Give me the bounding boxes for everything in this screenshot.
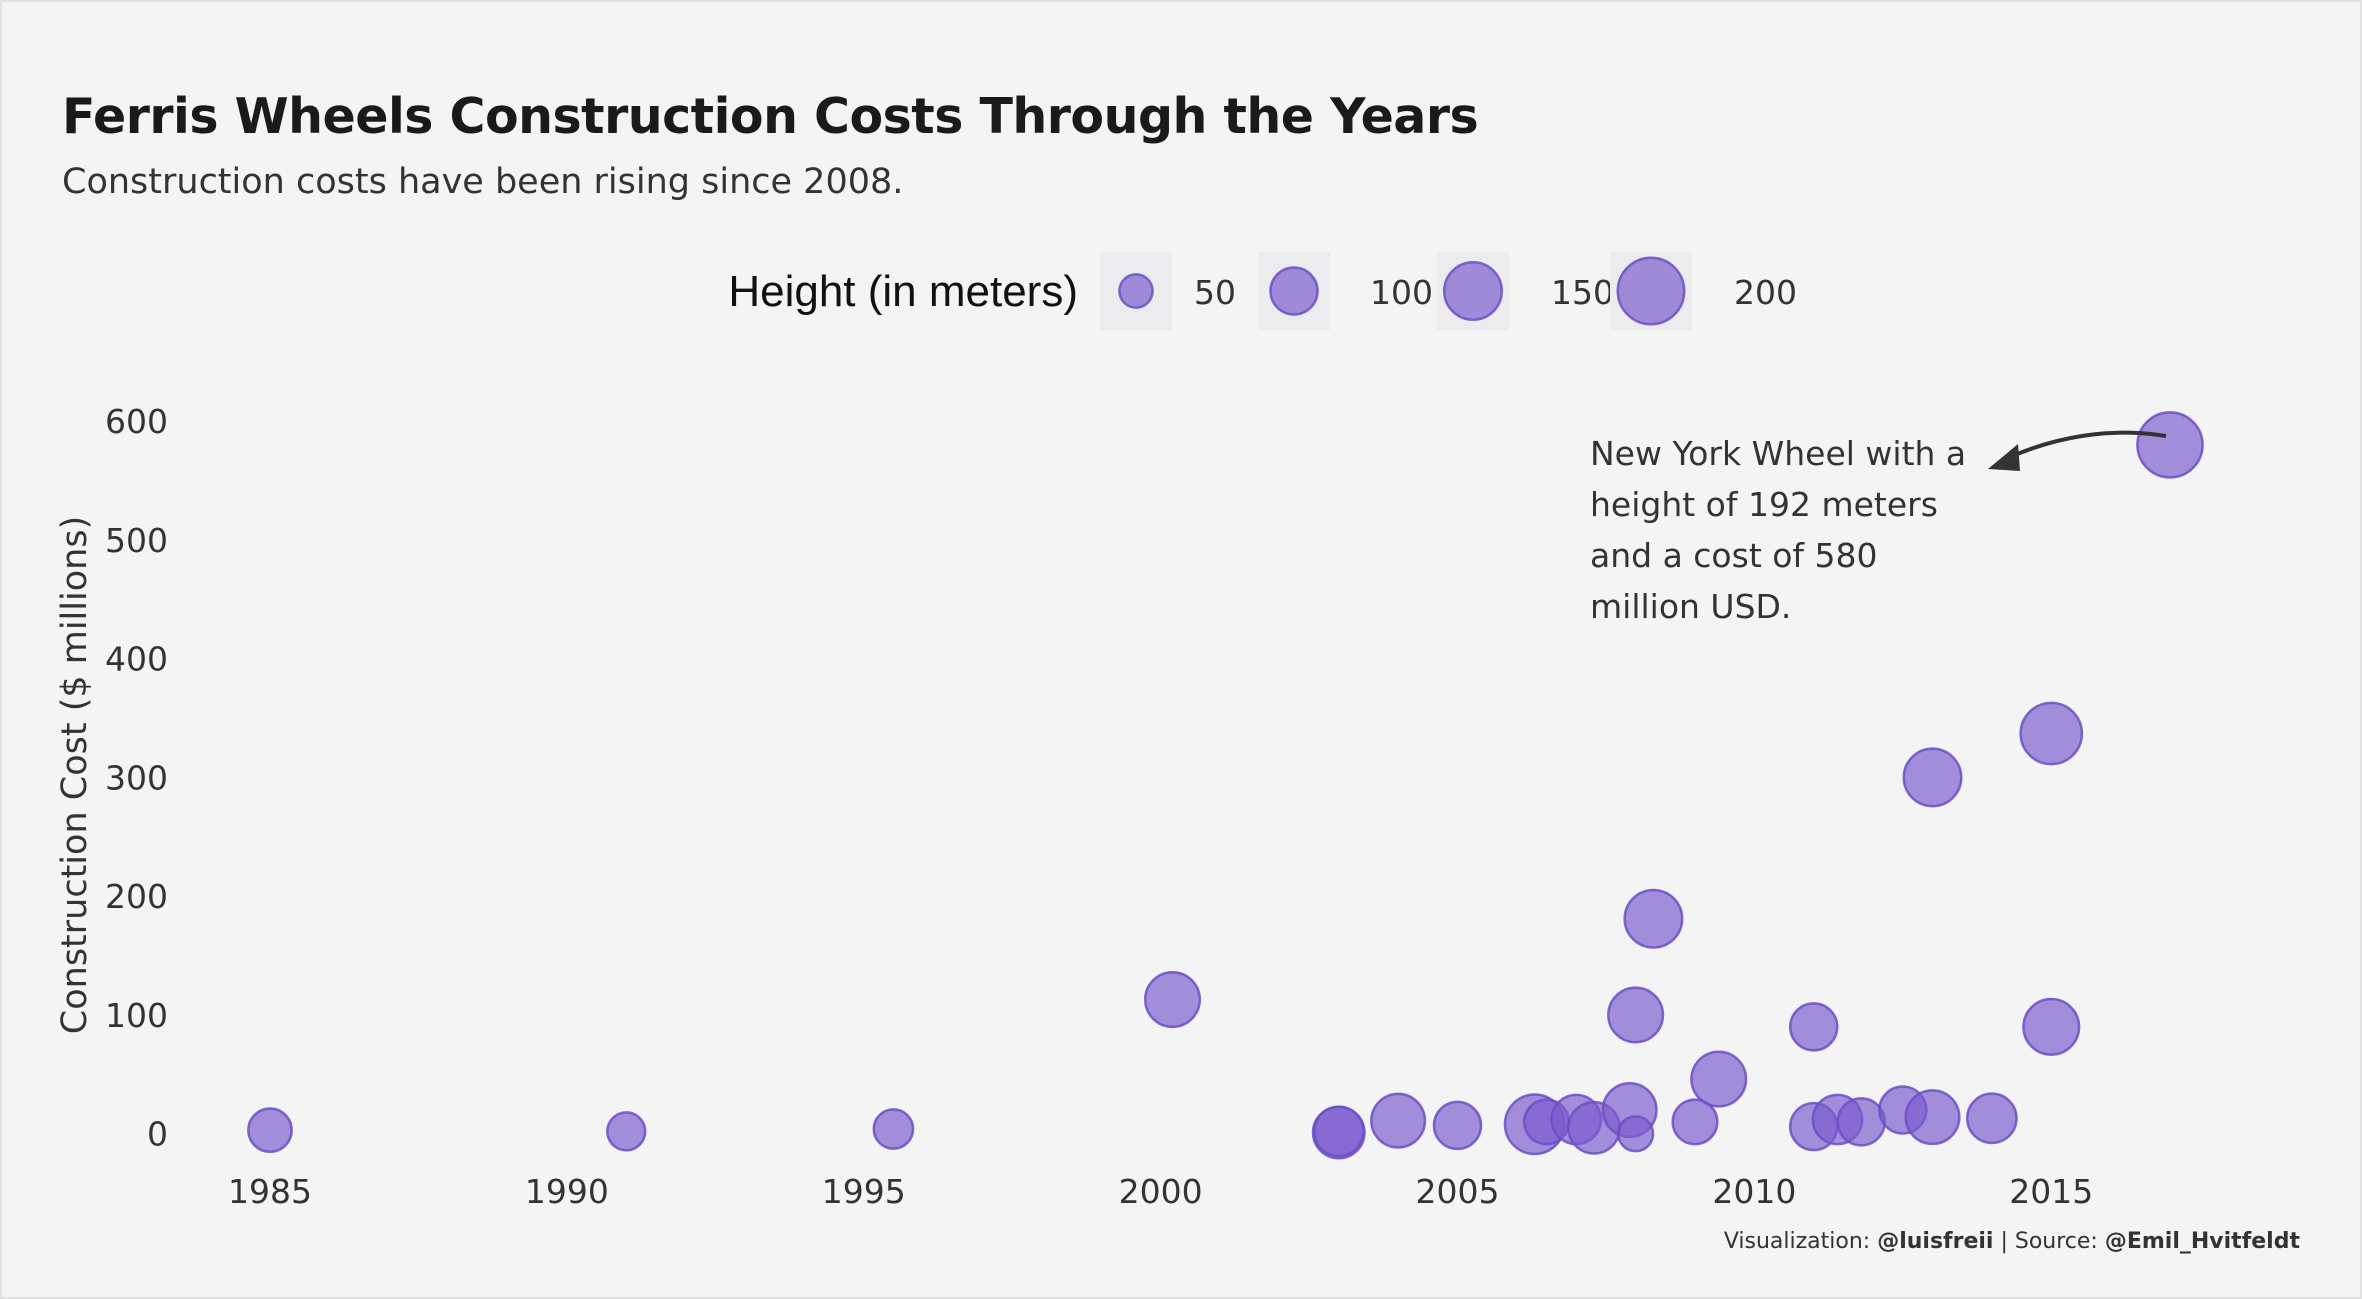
data-point-8 xyxy=(1432,1100,1483,1151)
caption-source: @Emil_Hvitfeldt xyxy=(2104,1229,2300,1254)
data-point-18 xyxy=(1690,1050,1748,1108)
legend-title: Height (in meters) xyxy=(728,267,1078,316)
data-point-26 xyxy=(1965,1092,2018,1145)
data-points xyxy=(247,411,2204,1160)
caption-prefix: Visualization: xyxy=(1723,1229,1878,1254)
y-tick-label-400: 400 xyxy=(105,640,168,679)
legend-label-50: 50 xyxy=(1194,273,1236,312)
caption-separator: | Source: xyxy=(1993,1229,2105,1254)
data-point-15 xyxy=(1607,986,1665,1044)
chart-subtitle: Construction costs have been rising sinc… xyxy=(62,162,904,202)
data-point-25 xyxy=(1904,1089,1961,1146)
chart-title: Ferris Wheels Construction Costs Through… xyxy=(62,88,1479,145)
data-point-3 xyxy=(872,1108,915,1150)
data-point-7 xyxy=(1370,1092,1427,1149)
x-tick-label-1990: 1990 xyxy=(525,1172,609,1211)
annotation-arrow xyxy=(2007,430,2167,460)
x-axis-ticks: 1985 1990 1995 2000 2005 2010 2015 xyxy=(228,1172,2093,1211)
legend-key-100 xyxy=(1269,266,1319,316)
chart-caption: Visualization: @luisfreii | Source: @Emi… xyxy=(1724,1229,2300,1254)
new-york-wheel-annotation: New York Wheel with a height of 192 mete… xyxy=(1590,430,2167,626)
annotation-line-2: height of 192 meters xyxy=(1590,485,1938,524)
y-tick-label-500: 500 xyxy=(105,521,168,560)
legend-key-200 xyxy=(1616,256,1686,326)
data-point-14 xyxy=(1616,1115,1655,1153)
annotation-line-3: and a cost of 580 xyxy=(1590,536,1878,575)
data-point-1 xyxy=(247,1107,293,1154)
legend-label-150: 150 xyxy=(1551,273,1614,312)
y-tick-label-600: 600 xyxy=(105,402,168,441)
data-point-27 xyxy=(2022,997,2081,1056)
y-axis-ticks: 0 100 200 300 400 500 600 xyxy=(105,402,168,1154)
caption-author: @luisfreii xyxy=(1877,1229,1994,1254)
legend-key-150 xyxy=(1442,260,1504,322)
data-point-24 xyxy=(1902,747,1963,808)
y-tick-label-100: 100 xyxy=(105,996,168,1035)
y-tick-label-300: 300 xyxy=(105,758,168,797)
data-point-16 xyxy=(1623,888,1684,949)
y-tick-label-200: 200 xyxy=(105,877,168,916)
annotation-line-1: New York Wheel with a xyxy=(1590,434,1966,473)
x-tick-label-2015: 2015 xyxy=(2009,1172,2093,1211)
data-point-6 xyxy=(1312,1105,1365,1158)
data-point-28 xyxy=(2019,701,2084,766)
data-point-4 xyxy=(1143,970,1202,1029)
x-tick-label-2010: 2010 xyxy=(1712,1172,1796,1211)
data-point-2 xyxy=(606,1111,647,1152)
legend-key-50 xyxy=(1118,273,1154,309)
x-tick-label-1985: 1985 xyxy=(228,1172,312,1211)
data-point-19 xyxy=(1789,1002,1839,1052)
size-legend: Height (in meters) 50 100 150 200 xyxy=(728,252,1797,330)
y-axis-title: Construction Cost ($ millions) xyxy=(55,516,95,1034)
y-tick-label-0: 0 xyxy=(147,1115,168,1154)
data-point-29 xyxy=(2136,411,2204,479)
annotation-line-4: million USD. xyxy=(1590,587,1791,626)
legend-label-100: 100 xyxy=(1370,273,1433,312)
legend-label-200: 200 xyxy=(1734,273,1797,312)
x-tick-label-2000: 2000 xyxy=(1119,1172,1203,1211)
x-tick-label-1995: 1995 xyxy=(822,1172,906,1211)
x-tick-label-2005: 2005 xyxy=(1416,1172,1500,1211)
data-point-22 xyxy=(1836,1097,1886,1147)
data-point-17 xyxy=(1671,1098,1719,1146)
annotation-arrowhead xyxy=(1988,444,2020,471)
